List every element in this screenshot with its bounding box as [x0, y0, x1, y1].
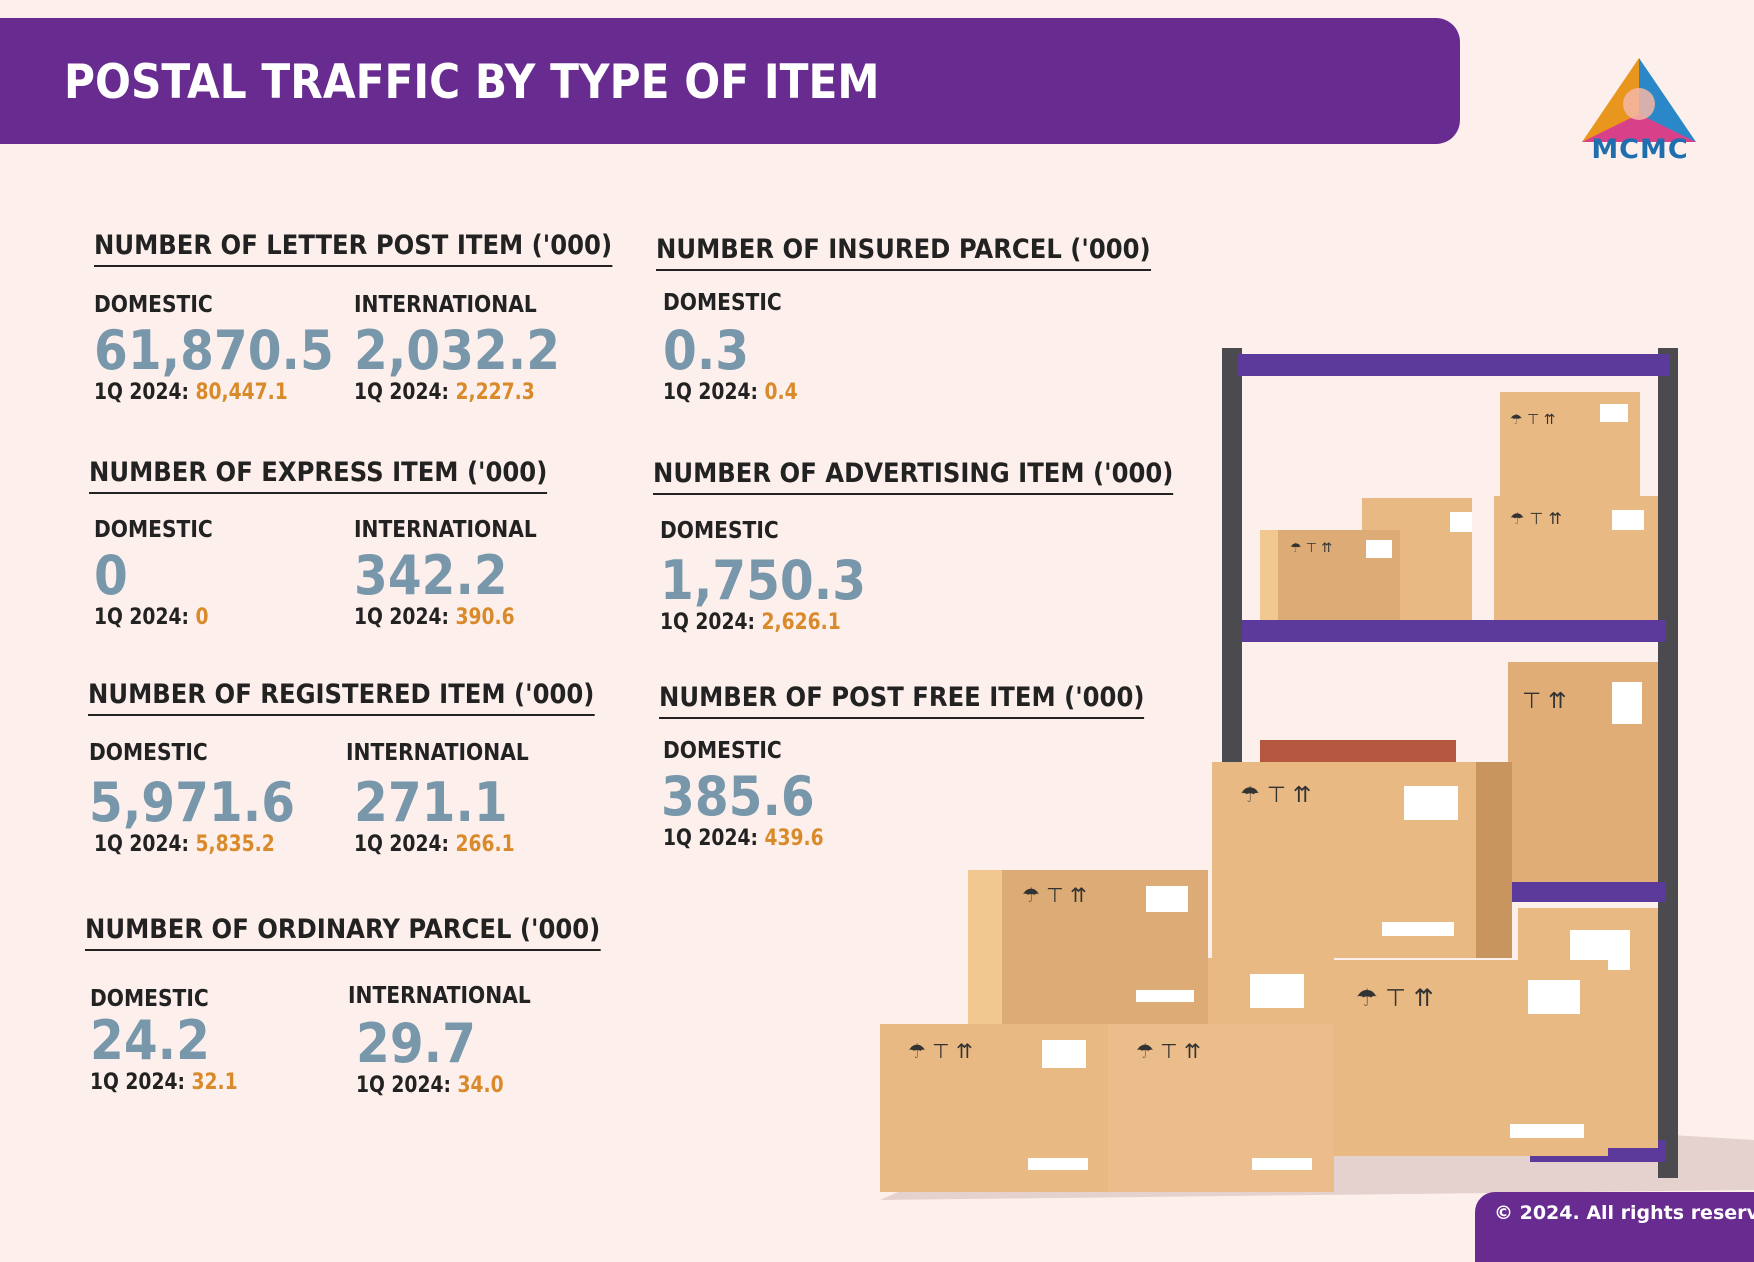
ordinary-parcel-international: INTERNATIONAL 29.7 1Q 2024: 34.0	[348, 983, 556, 1098]
prev-value: 80,447.1	[195, 380, 288, 405]
header-bar	[0, 18, 1460, 144]
letter-post-domestic: DOMESTIC 61,870.5 1Q 2024: 80,447.1	[94, 292, 360, 405]
prev-value: 5,835.2	[195, 832, 275, 857]
letter-post-international: INTERNATIONAL 2,032.2 1Q 2024: 2,227.3	[354, 292, 583, 405]
prev-quarter-text: 1Q 2024: 390.6	[354, 605, 531, 630]
section-title: NUMBER OF LETTER POST ITEM ('000)	[94, 230, 613, 267]
prev-quarter-text: 1Q 2024: 34.0	[356, 1073, 526, 1098]
prev-prefix: 1Q 2024:	[663, 380, 765, 405]
prev-prefix: 1Q 2024:	[90, 1070, 192, 1095]
copyright-text: © 2024. All rights reserved.	[1494, 1202, 1754, 1224]
prev-prefix: 1Q 2024:	[356, 1073, 458, 1098]
registered-international: INTERNATIONAL 271.1 1Q 2024: 266.1	[346, 740, 554, 857]
prev-quarter-text: 1Q 2024: 2,227.3	[354, 380, 549, 405]
domestic-value: 0	[94, 544, 128, 607]
svg-text:☂ ⊤ ⇈: ☂ ⊤ ⇈	[1290, 541, 1332, 556]
prev-value: 32.1	[191, 1070, 238, 1095]
domestic-value: 24.2	[90, 1009, 210, 1072]
section-post-free: NUMBER OF POST FREE ITEM ('000)	[659, 682, 1198, 719]
prev-quarter-text: 1Q 2024: 0	[94, 605, 209, 630]
domestic-value: 385.6	[661, 765, 815, 828]
svg-text:⊤ ⇈: ⊤ ⇈	[1522, 689, 1567, 714]
logo-text: MCMC	[1591, 134, 1689, 165]
section-letter-post: NUMBER OF LETTER POST ITEM ('000)	[94, 230, 670, 267]
section-title: NUMBER OF INSURED PARCEL ('000)	[656, 234, 1151, 271]
prev-value: 34.0	[457, 1073, 504, 1098]
domestic-label: DOMESTIC	[89, 740, 208, 766]
international-label: INTERNATIONAL	[348, 983, 531, 1009]
post-free-domestic: DOMESTIC 385.6 1Q 2024: 439.6	[661, 738, 852, 851]
prev-value: 2,227.3	[455, 380, 535, 405]
section-advertising: NUMBER OF ADVERTISING ITEM ('000)	[653, 458, 1231, 495]
section-express: NUMBER OF EXPRESS ITEM ('000)	[89, 457, 598, 494]
prev-prefix: 1Q 2024:	[94, 380, 196, 405]
domestic-label: DOMESTIC	[94, 517, 213, 543]
domestic-value: 5,971.6	[89, 771, 296, 834]
international-value: 342.2	[354, 544, 508, 607]
prev-prefix: 1Q 2024:	[663, 826, 765, 851]
advertising-domestic: DOMESTIC 1,750.3 1Q 2024: 2,626.1	[660, 518, 889, 635]
ordinary-parcel-domestic: DOMESTIC 24.2 1Q 2024: 32.1	[90, 986, 264, 1095]
domestic-label: DOMESTIC	[90, 986, 209, 1012]
prev-value: 390.6	[455, 605, 515, 630]
prev-value: 2,626.1	[761, 610, 841, 635]
prev-prefix: 1Q 2024:	[94, 832, 196, 857]
shelf-boxes-illustration: ☂ ⊤ ⇈ ☂ ⊤ ⇈ ☂ ⊤ ⇈ ☂ ⊤ ⇈ ☂ ⊤ ⇈ ☂ ⊤ ⇈ ☂ ⊤ …	[880, 348, 1754, 1200]
prev-quarter-text: 1Q 2024: 5,835.2	[94, 832, 284, 857]
footer-badge	[1475, 1192, 1754, 1262]
domestic-label: DOMESTIC	[663, 290, 782, 316]
svg-text:☂ ⊤ ⇈: ☂ ⊤ ⇈	[908, 1039, 973, 1063]
prev-quarter-text: 1Q 2024: 439.6	[663, 826, 824, 851]
section-title: NUMBER OF EXPRESS ITEM ('000)	[89, 457, 548, 494]
svg-text:☂ ⊤ ⇈: ☂ ⊤ ⇈	[1022, 883, 1087, 907]
prev-prefix: 1Q 2024:	[660, 610, 762, 635]
section-title: NUMBER OF ADVERTISING ITEM ('000)	[653, 458, 1174, 495]
section-registered: NUMBER OF REGISTERED ITEM ('000)	[88, 679, 651, 716]
section-insured-parcel: NUMBER OF INSURED PARCEL ('000)	[656, 234, 1206, 271]
international-value: 2,032.2	[354, 319, 561, 382]
express-international: INTERNATIONAL 342.2 1Q 2024: 390.6	[354, 517, 562, 630]
prev-value: 0	[195, 605, 209, 630]
international-label: INTERNATIONAL	[354, 292, 537, 318]
section-title: NUMBER OF REGISTERED ITEM ('000)	[88, 679, 595, 716]
prev-value: 266.1	[455, 832, 515, 857]
insured-parcel-domestic: DOMESTIC 0.3 1Q 2024: 0.4	[663, 290, 821, 405]
prev-prefix: 1Q 2024:	[354, 380, 456, 405]
svg-text:☂ ⊤ ⇈: ☂ ⊤ ⇈	[1240, 783, 1311, 808]
page-title: POSTAL TRAFFIC BY TYPE OF ITEM	[64, 55, 880, 110]
express-domestic: DOMESTIC 0 1Q 2024: 0	[94, 517, 229, 630]
svg-text:☂ ⊤ ⇈: ☂ ⊤ ⇈	[1510, 412, 1555, 428]
prev-quarter-text: 1Q 2024: 32.1	[90, 1070, 238, 1095]
prev-value: 439.6	[764, 826, 824, 851]
domestic-value: 1,750.3	[660, 549, 867, 612]
domestic-label: DOMESTIC	[94, 292, 213, 318]
international-label: INTERNATIONAL	[346, 740, 529, 766]
domestic-label: DOMESTIC	[660, 518, 779, 544]
prev-quarter-text: 1Q 2024: 0.4	[663, 380, 798, 405]
section-title: NUMBER OF POST FREE ITEM ('000)	[659, 682, 1145, 719]
international-label: INTERNATIONAL	[354, 517, 537, 543]
domestic-value: 0.3	[663, 319, 750, 382]
prev-quarter-text: 1Q 2024: 266.1	[354, 832, 524, 857]
svg-text:☂ ⊤ ⇈: ☂ ⊤ ⇈	[1136, 1039, 1201, 1063]
svg-text:☂ ⊤ ⇈: ☂ ⊤ ⇈	[1510, 509, 1562, 528]
section-ordinary-parcel: NUMBER OF ORDINARY PARCEL ('000)	[85, 914, 658, 951]
section-title: NUMBER OF ORDINARY PARCEL ('000)	[85, 914, 601, 951]
registered-domestic: DOMESTIC 5,971.6 1Q 2024: 5,835.2	[89, 740, 318, 857]
prev-prefix: 1Q 2024:	[354, 605, 456, 630]
international-value: 29.7	[356, 1012, 476, 1075]
mcmc-triangle-logo-icon	[1582, 58, 1696, 142]
domestic-value: 61,870.5	[94, 319, 334, 382]
prev-quarter-text: 1Q 2024: 2,626.1	[660, 610, 855, 635]
international-value: 271.1	[354, 771, 508, 834]
svg-text:☂ ⊤ ⇈: ☂ ⊤ ⇈	[1356, 984, 1434, 1012]
prev-prefix: 1Q 2024:	[354, 832, 456, 857]
prev-quarter-text: 1Q 2024: 80,447.1	[94, 380, 320, 405]
prev-value: 0.4	[764, 380, 798, 405]
prev-prefix: 1Q 2024:	[94, 605, 196, 630]
domestic-label: DOMESTIC	[663, 738, 782, 764]
